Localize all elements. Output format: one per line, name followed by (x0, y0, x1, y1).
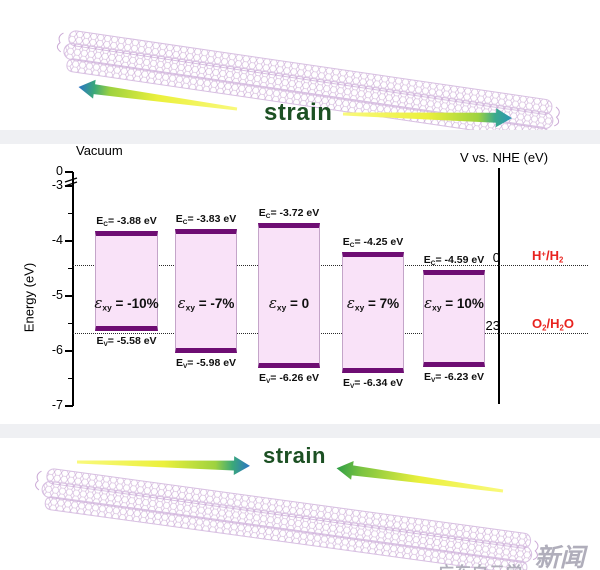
strain-arrow-top-left (78, 79, 238, 111)
strain-percentage-label: εxy = -10% (94, 294, 159, 313)
y-axis-tick-label: -7 (51, 398, 63, 412)
y-axis-major-tick (65, 295, 73, 297)
strain-percentage-label: εxy = -7% (177, 294, 235, 313)
redox-couple-label: H+/H2 (532, 248, 564, 265)
left-y-axis (72, 172, 74, 406)
panel-bottom-edge (0, 424, 600, 438)
watermark-text-secondary: 新闻网 (534, 543, 585, 570)
right-nhe-axis (498, 168, 500, 404)
strain-label-top: strain (264, 99, 333, 126)
band-gap-bar (95, 231, 158, 331)
y-axis-minor-tick (68, 212, 73, 215)
strain-arrow-bottom-right (336, 460, 504, 493)
cbm-energy-label: EC= -3.88 eV (96, 215, 157, 229)
y-axis-tick-label: -5 (51, 288, 63, 302)
top-nanoribbon-and-arrows-graphic (56, 30, 560, 140)
nanoribbon-bottom (35, 468, 539, 570)
y-axis-minor-tick (68, 322, 73, 325)
y-axis-major-tick (65, 405, 73, 407)
y-axis-major-tick (65, 350, 73, 352)
y-axis-major-tick (65, 240, 73, 242)
band-gap-bar (342, 251, 404, 373)
band-gap-bar (423, 270, 485, 367)
vbm-energy-label: EV= -6.26 eV (258, 372, 320, 386)
band-gap-bar (175, 228, 237, 353)
y-axis-minor-tick (68, 267, 73, 270)
y-axis-tick-label: 0 (56, 164, 63, 178)
y-axis-major-tick (65, 171, 73, 173)
strain-arrow-top-right (342, 108, 512, 128)
vbm-energy-label: EV= -6.23 eV (423, 370, 485, 384)
y-axis-tick-label: -3 (51, 178, 63, 192)
watermark: 广东白云学院 新闻网 (438, 535, 600, 570)
cbm-energy-label: EC= -4.25 eV (342, 235, 404, 249)
cbm-energy-label: EC= -4.59 eV (423, 254, 485, 268)
redox-couple-label: O2/H2O (532, 315, 574, 333)
nanoribbon-top (56, 30, 560, 140)
vbm-energy-label: EV= -6.34 eV (342, 376, 404, 390)
y-axis-tick-label: -6 (51, 343, 63, 357)
redox-dotted-line (73, 265, 588, 267)
strain-label-bottom: strain (263, 443, 326, 468)
panel-top-edge (0, 130, 600, 144)
band-gap-bar (258, 222, 320, 369)
strain-percentage-label: εxy = 10% (424, 294, 484, 313)
watermark-text-primary: 广东白云学院 (438, 559, 527, 570)
bottom-nanoribbon-and-arrows-graphic (35, 456, 539, 570)
strain-arrow-bottom-left (76, 456, 250, 476)
y-axis-major-tick (65, 185, 73, 187)
y-axis-tick-label: -4 (51, 233, 63, 247)
band-alignment-plot: Vacuum Energy (eV) V vs. NHE (eV) 0 -3 -4-… (0, 138, 600, 428)
strain-percentage-label: εxy = 7% (346, 294, 400, 313)
cbm-energy-label: EC= -3.72 eV (258, 206, 320, 220)
nhe-scale-value: 0 (492, 250, 500, 266)
vbm-energy-label: EV= -5.58 eV (96, 334, 157, 348)
right-axis-title: V vs. NHE (eV) (459, 150, 549, 165)
vacuum-label: Vacuum (76, 143, 123, 158)
cbm-energy-label: EC= -3.83 eV (175, 212, 237, 226)
redox-dotted-line (73, 332, 588, 334)
strain-percentage-label: εxy = 0 (268, 294, 310, 313)
vbm-energy-label: EV= -5.98 eV (175, 356, 237, 370)
y-axis-minor-tick (68, 377, 73, 380)
